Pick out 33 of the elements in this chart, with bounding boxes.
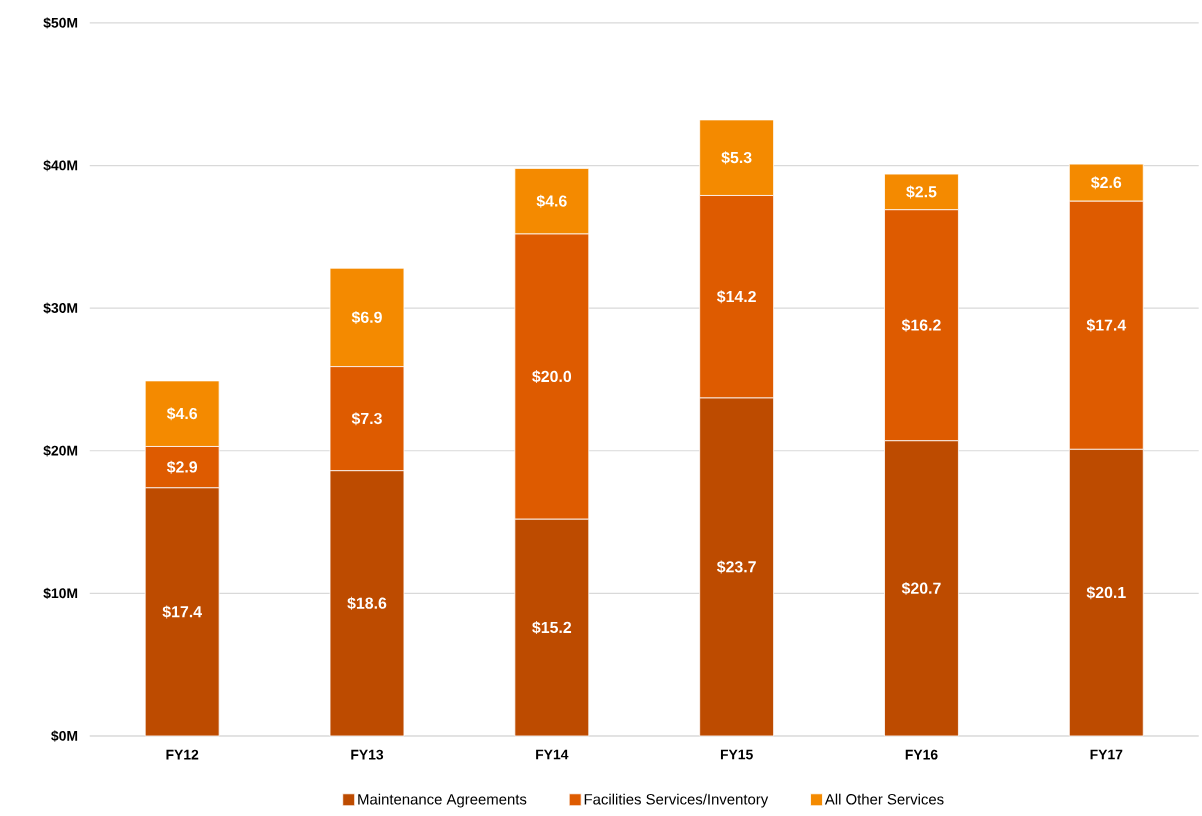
data-label: $4.6: [166, 407, 198, 421]
data-label: $17.4: [1086, 318, 1127, 332]
x-tick-label: FY12: [166, 749, 199, 760]
y-tick-label: $50M: [43, 17, 78, 29]
data-label: $15.2: [532, 621, 572, 635]
legend-label: All Other Services: [824, 793, 944, 805]
data-label: $2.6: [1091, 176, 1122, 190]
data-label: $6.9: [351, 311, 382, 325]
data-label: $14.2: [716, 290, 756, 304]
y-tick-label: $10M: [43, 587, 78, 600]
legend-label: Facilities Services/Inventory: [584, 793, 769, 808]
y-tick-label: $0M: [51, 730, 78, 742]
data-label: $16.2: [901, 318, 941, 332]
y-tick-label: $20M: [43, 445, 78, 457]
data-label: $2.5: [906, 185, 937, 199]
x-tick-label: FY14: [536, 749, 569, 760]
data-label: $4.6: [536, 194, 567, 208]
data-label: $20.7: [901, 582, 941, 595]
y-tick-label: $30M: [43, 302, 78, 314]
data-label: $17.4: [162, 605, 202, 619]
data-label: $23.7: [716, 560, 756, 574]
x-tick-label: FY16: [905, 749, 938, 760]
data-label: $7.3: [351, 412, 382, 426]
x-tick-label: FY17: [1090, 749, 1123, 760]
data-label: $18.6: [347, 596, 387, 610]
data-label: $5.3: [721, 151, 752, 165]
legend-label: Maintenance Agreements: [358, 793, 527, 808]
x-tick-label: FY15: [720, 749, 753, 760]
x-tick-label: FY13: [351, 749, 384, 760]
data-label: $20.1: [1086, 586, 1126, 600]
y-tick-label: $40M: [43, 159, 78, 172]
data-label: $2.9: [166, 460, 198, 474]
data-label: $20.0: [532, 370, 572, 384]
